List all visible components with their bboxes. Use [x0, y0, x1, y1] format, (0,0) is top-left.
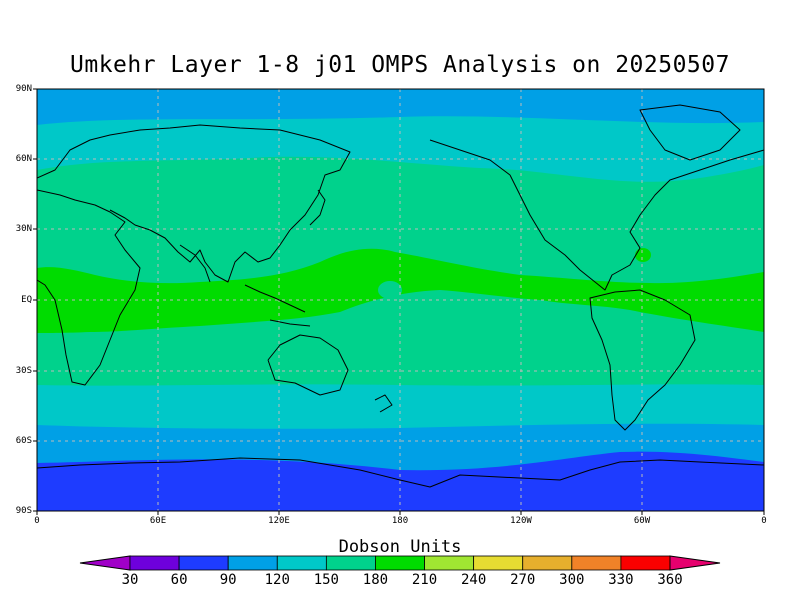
y-label-30s: 30S — [15, 366, 32, 376]
colorbar-box — [620, 555, 671, 571]
colorbar-label: 240 — [460, 572, 487, 588]
coast-nz — [374, 394, 393, 413]
coastlines — [37, 104, 764, 488]
colorbar-label: 210 — [411, 572, 438, 588]
y-label-90s: 90S — [15, 506, 32, 516]
colorbar-box — [522, 555, 573, 571]
x-label-60e: 60E — [149, 516, 167, 526]
colorbar-label: 180 — [362, 572, 389, 588]
colorbar-label: 30 — [121, 572, 139, 588]
colorbar-label: 60 — [170, 572, 188, 588]
y-label-90n: 90N — [15, 84, 32, 94]
axis-ticks — [33, 88, 765, 515]
x-label-360: 0 — [761, 516, 767, 526]
x-label-180: 180 — [391, 516, 409, 526]
x-label-120w: 120W — [510, 516, 532, 526]
colorbar-box — [129, 555, 180, 571]
colorbar-box — [325, 555, 376, 571]
map-title: Umkehr Layer 1-8 j01 OMPS Analysis on 20… — [70, 52, 730, 78]
coast-indonesia — [244, 284, 311, 327]
coast-eurasia — [37, 124, 351, 283]
band-blob-caribbean — [635, 248, 651, 262]
coast-greenland — [639, 104, 741, 161]
colorbar-box — [276, 555, 327, 571]
colorbar-label: 330 — [608, 572, 634, 588]
x-label-60w: 60W — [633, 516, 651, 526]
colorbar-box — [227, 555, 278, 571]
colorbar-label: 270 — [510, 572, 536, 588]
grid-lines — [37, 89, 764, 511]
coast-japan — [309, 189, 326, 226]
colorbar-label: 300 — [559, 572, 585, 588]
x-label-0: 0 — [34, 516, 40, 526]
coast-africa — [37, 189, 141, 386]
coast-india — [179, 244, 211, 283]
colorbar-box — [424, 555, 475, 571]
colorbar-box — [178, 555, 229, 571]
y-label-60s: 60S — [15, 436, 32, 446]
band-hole-pacific — [378, 281, 402, 299]
y-label-eq: EQ — [21, 295, 32, 305]
colorbar — [79, 555, 721, 571]
colorbar-label: 150 — [313, 572, 339, 588]
colorbar-arrow-right — [669, 555, 721, 571]
coast-antarctica — [37, 457, 764, 488]
colorbar-label: 90 — [219, 572, 237, 588]
colorbar-label: 120 — [264, 572, 290, 588]
colorbar-boxes — [129, 555, 671, 571]
colorbar-box — [473, 555, 524, 571]
x-label-120e: 120E — [268, 516, 290, 526]
y-label-30n: 30N — [15, 224, 32, 234]
y-label-60n: 60N — [15, 154, 32, 164]
coast-south-america — [589, 289, 696, 431]
coast-australia — [267, 334, 349, 396]
colorbar-arrow-left — [79, 555, 131, 571]
colorbar-title: Dobson Units — [338, 537, 462, 557]
colorbar-label: 360 — [657, 572, 683, 588]
coast-north-america — [429, 139, 764, 291]
colorbar-box — [571, 555, 622, 571]
colorbar-box — [375, 555, 425, 571]
